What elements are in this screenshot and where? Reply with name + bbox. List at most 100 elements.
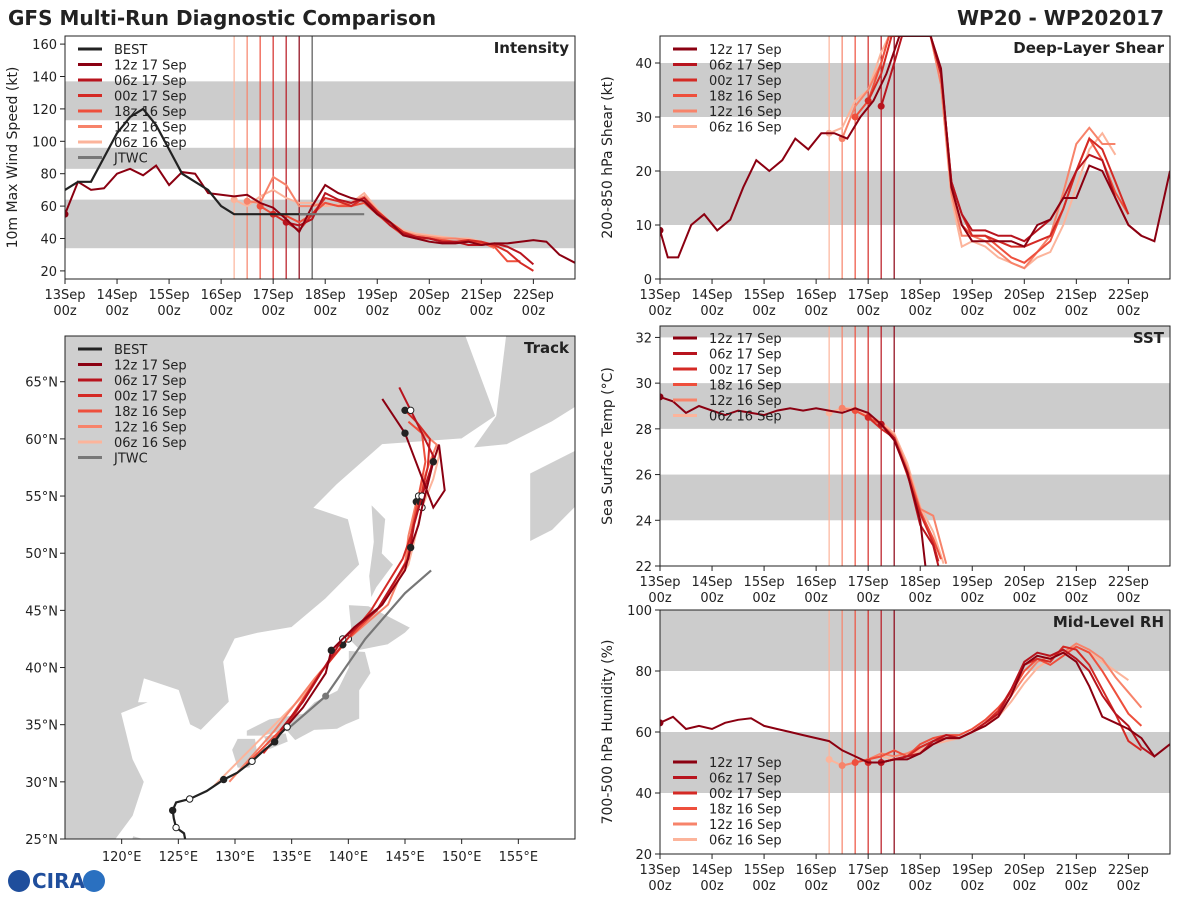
- y-tick-label: 26: [635, 469, 652, 484]
- x-tick-label-day: 15Sep: [744, 575, 785, 590]
- legend-label: 06z 16 Sep: [709, 121, 782, 136]
- land-taiwan: [131, 834, 145, 839]
- legend-label: 18z 16 Sep: [114, 105, 187, 120]
- best-track-line: [65, 107, 313, 216]
- series-start-marker: [851, 113, 859, 121]
- legend-label: 12z 16 Sep: [114, 121, 187, 136]
- shade-band: [660, 171, 1170, 225]
- series-start-marker: [660, 393, 664, 401]
- legend-label: 06z 16 Sep: [709, 410, 782, 425]
- best-track-marker: [172, 823, 180, 832]
- x-tick-label-day: 18Sep: [900, 288, 941, 303]
- cira-logo: CIRA: [8, 869, 105, 893]
- x-tick-label-day: 17Sep: [848, 575, 889, 590]
- x-tick-label-day: 22Sep: [513, 288, 554, 303]
- track-day-marker: [406, 406, 415, 415]
- x-tick-label: 145°E: [385, 850, 425, 865]
- series-line-0: [65, 164, 575, 264]
- legend-label: 18z 16 Sep: [114, 405, 187, 420]
- legend-label: 18z 16 Sep: [709, 90, 782, 105]
- x-tick-label-day: 21Sep: [1056, 575, 1097, 590]
- x-tick-label-hour: 00z: [1065, 879, 1089, 894]
- series-line-4: [841, 642, 1143, 767]
- shade-band: [660, 326, 1170, 338]
- land-chukotka: [471, 336, 575, 449]
- legend-label: 00z 17 Sep: [114, 390, 187, 405]
- y-tick-label: 25°N: [25, 833, 58, 848]
- x-tick-label-hour: 00z: [700, 591, 724, 606]
- series-line-0: [660, 395, 927, 566]
- y-tick-label: 24: [635, 514, 652, 529]
- x-tick-label-hour: 00z: [1117, 591, 1141, 606]
- y-axis-label: 10m Max Wind Speed (kt): [5, 67, 21, 249]
- y-tick-label: 55°N: [25, 490, 58, 505]
- x-tick-label-hour: 00z: [752, 304, 776, 319]
- legend-label: 12z 17 Sep: [114, 359, 187, 374]
- x-tick-label-day: 17Sep: [253, 288, 294, 303]
- legend-label: 06z 17 Sep: [709, 59, 782, 74]
- x-tick-label-hour: 00z: [1117, 304, 1141, 319]
- legend-label: 00z 17 Sep: [709, 74, 782, 89]
- rh-chart: 2040608010013Sep00z14Sep00z15Sep00z16Sep…: [600, 604, 1171, 894]
- legend-label: 00z 17 Sep: [114, 90, 187, 105]
- x-tick-label-hour: 00z: [105, 304, 129, 319]
- land-sakhalin: [368, 502, 395, 601]
- x-tick-label-hour: 00z: [1013, 591, 1037, 606]
- y-axis-label: Sea Surface Temp (°C): [600, 367, 616, 525]
- y-tick-label: 40: [40, 233, 57, 248]
- x-tick-label-day: 13Sep: [639, 863, 680, 878]
- plot-frame: [659, 325, 1171, 567]
- x-tick-label-hour: 00z: [648, 591, 672, 606]
- x-tick-label-hour: 00z: [804, 591, 828, 606]
- x-tick-label-day: 18Sep: [305, 288, 346, 303]
- series-start-marker: [864, 97, 872, 105]
- series-start-marker: [838, 762, 846, 770]
- x-tick-label-hour: 00z: [700, 879, 724, 894]
- x-tick-label-hour: 00z: [157, 304, 181, 319]
- x-tick-label-day: 20Sep: [1004, 575, 1045, 590]
- series-start-marker: [660, 719, 664, 727]
- series-start-marker: [838, 404, 846, 412]
- x-tick-label: 125°E: [159, 850, 199, 865]
- sst-chart: 22242628303213Sep00z14Sep00z15Sep00z16Se…: [600, 325, 1171, 606]
- plot-frame: [64, 35, 576, 280]
- x-tick-label-hour: 00z: [856, 879, 880, 894]
- y-axis-label: 700-500 hPa Humidity (%): [600, 640, 616, 825]
- x-tick-label-day: 21Sep: [1056, 863, 1097, 878]
- y-tick-label: 30°N: [25, 776, 58, 791]
- x-tick-label-day: 18Sep: [900, 863, 941, 878]
- x-tick-label-day: 22Sep: [1108, 288, 1149, 303]
- x-tick-label-day: 13Sep: [639, 575, 680, 590]
- x-tick-label-hour: 00z: [366, 304, 390, 319]
- x-tick-label-hour: 00z: [209, 304, 233, 319]
- y-tick-label: 30: [635, 111, 652, 126]
- x-tick-label-day: 14Sep: [692, 288, 733, 303]
- legend-label: 12z 17 Sep: [709, 43, 782, 58]
- legend-label: 06z 17 Sep: [709, 348, 782, 363]
- legend-label: 12z 17 Sep: [709, 332, 782, 347]
- y-tick-label: 45°N: [25, 604, 58, 619]
- x-tick-label-hour: 00z: [53, 304, 77, 319]
- series-line-5: [828, 36, 1117, 270]
- panel-title: Intensity: [494, 39, 570, 57]
- y-tick-label: 35°N: [25, 719, 58, 734]
- x-tick-label-day: 19Sep: [952, 575, 993, 590]
- y-tick-label: 100: [627, 604, 652, 619]
- legend-label: 12z 16 Sep: [709, 394, 782, 409]
- y-tick-label: 20: [40, 265, 57, 280]
- x-tick-label-day: 14Sep: [692, 863, 733, 878]
- x-tick-label-day: 16Sep: [201, 288, 242, 303]
- x-tick-label-day: 15Sep: [744, 863, 785, 878]
- x-tick-label-hour: 00z: [1013, 879, 1037, 894]
- panel-title: Deep-Layer Shear: [1013, 39, 1164, 57]
- land-asia: [65, 336, 497, 839]
- best-track-marker: [270, 738, 279, 746]
- x-tick-label: 130°E: [215, 850, 255, 865]
- legend-label: 06z 17 Sep: [114, 374, 187, 389]
- panel-title: Mid-Level RH: [1053, 613, 1164, 631]
- x-tick-label-hour: 00z: [470, 304, 494, 319]
- plot-frame: [659, 35, 1171, 280]
- x-tick-label-day: 13Sep: [639, 288, 680, 303]
- series-start-marker: [230, 196, 238, 204]
- shear-chart: 01020304013Sep00z14Sep00z15Sep00z16Sep00…: [600, 35, 1171, 319]
